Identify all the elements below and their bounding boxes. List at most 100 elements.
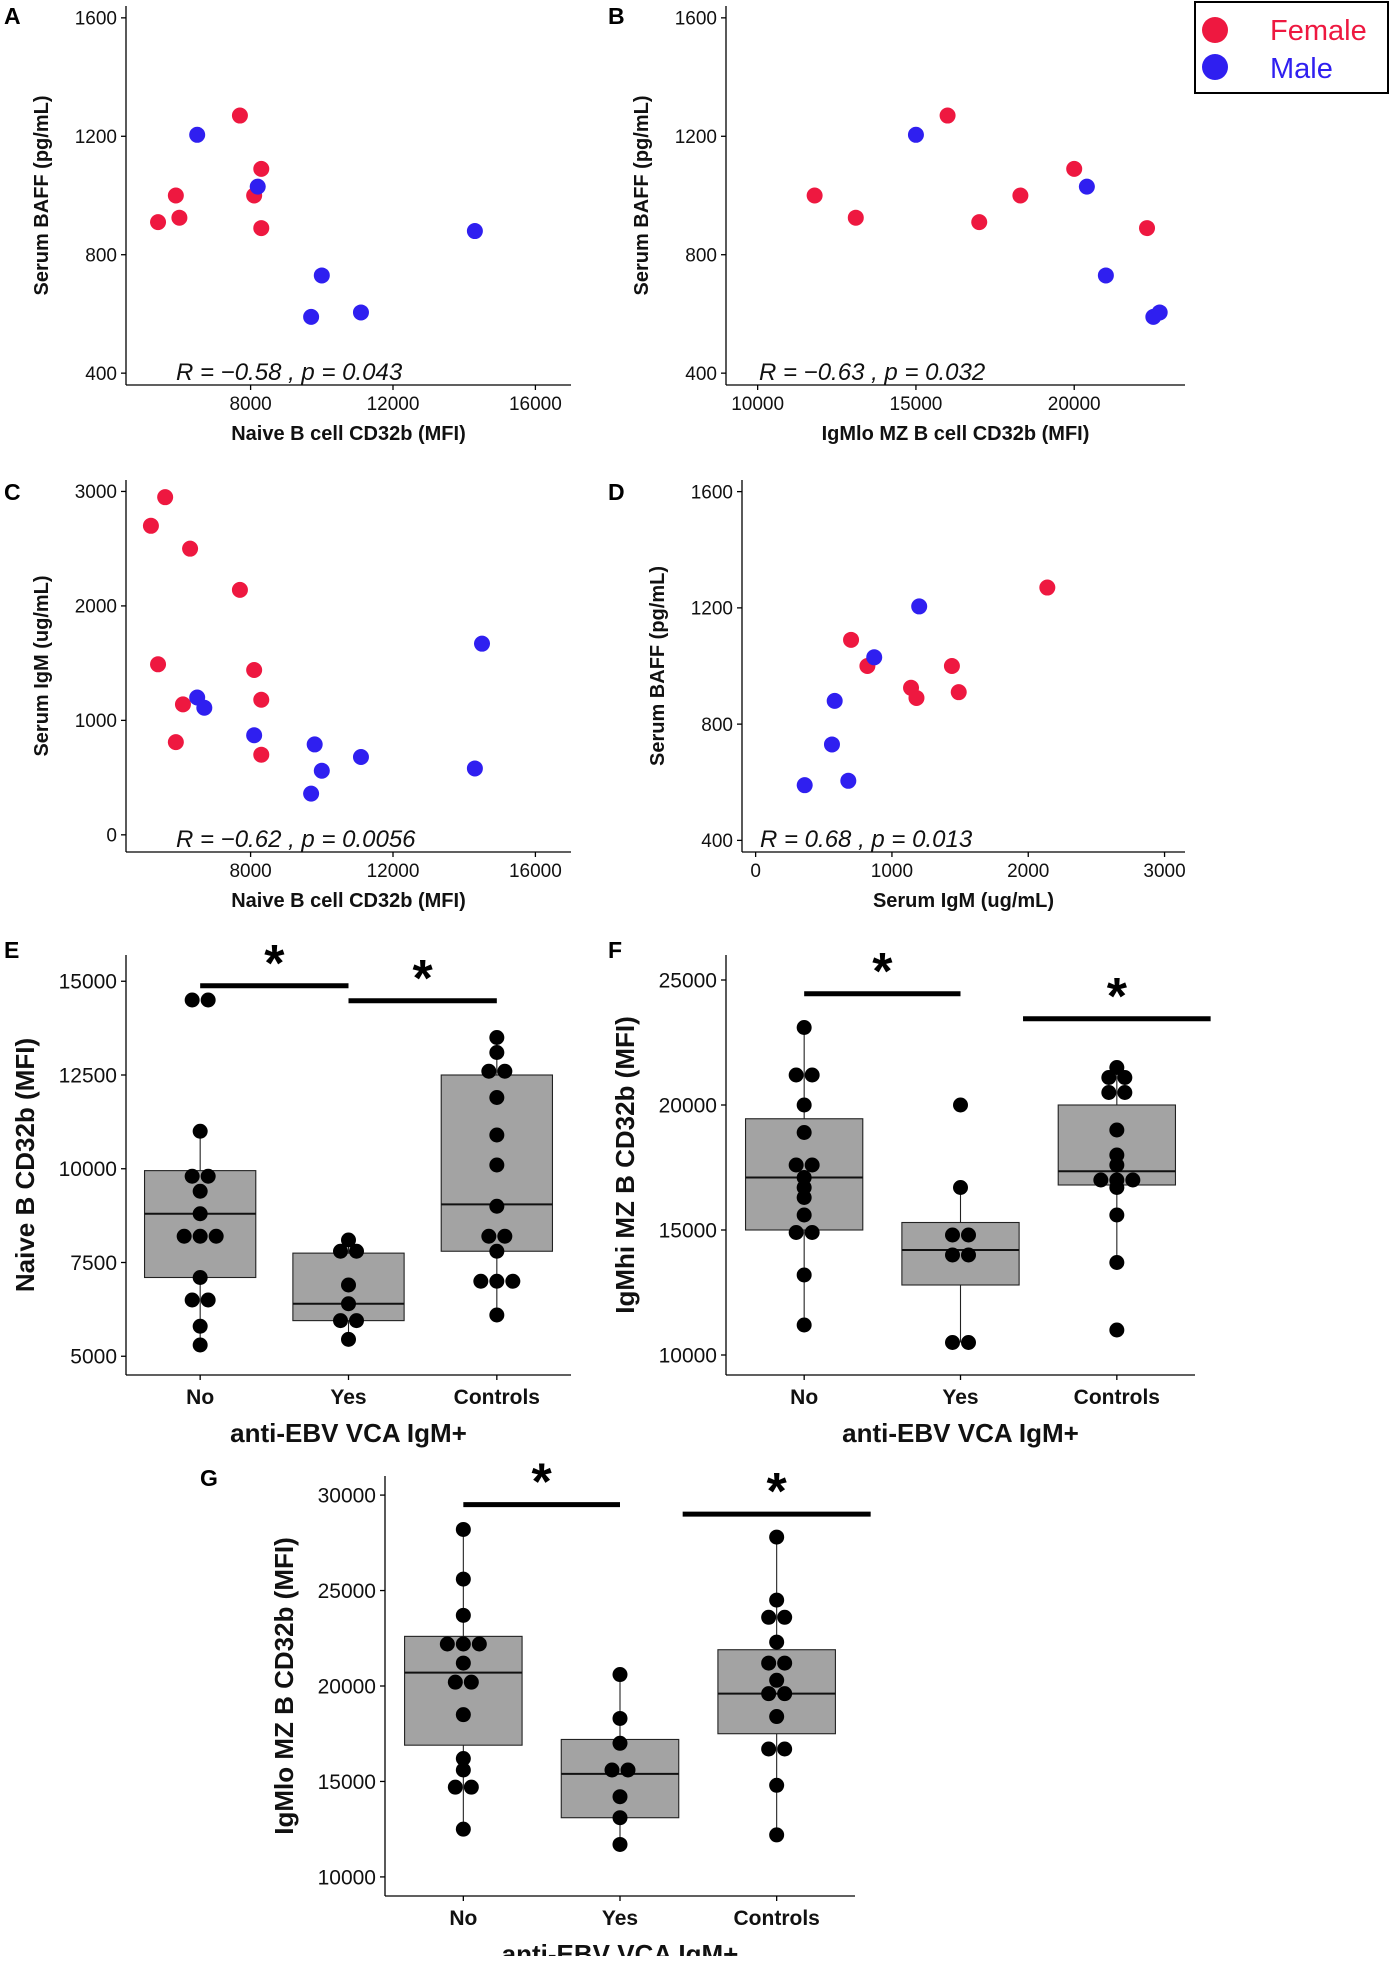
data-point [908,689,925,706]
x-tick-label: 12000 [367,394,420,415]
data-point [489,1198,505,1214]
x-axis-label: Naive B cell CD32b (MFI) [231,890,466,912]
y-tick-label: 2000 [75,597,117,618]
x-tick-label: Controls [1074,1386,1160,1409]
panel-letter-f: F [608,937,622,963]
data-point [142,517,159,534]
data-point [1117,1070,1133,1085]
x-axis-label: IgMlo MZ B cell CD32b (MFI) [822,423,1090,445]
x-axis-label: Naive B cell CD32b (MFI) [231,423,466,445]
y-axis-label: Serum BAFF (pg/mL) [31,96,53,296]
x-tick-label: Yes [602,1907,638,1930]
data-point [788,1067,804,1083]
data-point [796,1190,812,1205]
significance-star: * [1107,968,1128,1026]
correlation-stat: R = −0.62 , p = 0.0056 [176,826,416,853]
significance-star: * [767,1463,788,1521]
data-point [943,658,960,674]
data-point [192,1318,208,1334]
data-point [167,187,184,204]
data-point [866,649,883,666]
legend-label-female: Female [1270,15,1367,47]
x-tick-label: 1000 [871,861,913,882]
panel-g: 10000 15000 20000 25000 30000 IgMlo MZ B CD32… [269,1454,871,1961]
data-point [341,1232,356,1248]
data-point [455,1636,471,1652]
x-tick-label: 8000 [229,394,271,415]
data-point [253,746,270,763]
data-point [455,1607,471,1623]
data-point [455,1655,471,1671]
data-point [950,684,967,701]
data-point [466,223,483,240]
data-point [777,1686,793,1702]
data-point [620,1762,636,1778]
y-tick-label: 20000 [318,1675,376,1698]
correlation-stat: R = −0.63 , p = 0.032 [759,359,985,386]
panel-letter-a: A [4,3,21,29]
y-axis-label: Serum IgM (ug/mL) [31,575,53,756]
x-axis-label: anti-EBV VCA IgM+ [842,1418,1079,1448]
data-point [1066,160,1083,177]
y-tick-label: 20000 [659,1094,717,1117]
data-point [612,1836,628,1852]
data-point [1117,1085,1133,1100]
y-tick-label: 10000 [59,1158,117,1181]
data-point [489,1157,505,1173]
data-point [231,581,248,598]
data-point [769,1709,785,1725]
y-tick-label: 3000 [75,482,117,503]
panel-d: 400 800 1200 1600 Serum BAFF (pg/mL) Serum Ig… [647,480,1186,912]
x-axis-label: anti-EBV VCA IgM+ [230,1418,467,1448]
data-point [474,635,490,652]
stat-r: R = −0.62 , [176,826,301,853]
data-point [843,631,860,648]
data-point [306,736,323,753]
data-point [1078,178,1095,195]
data-point [1109,1180,1125,1195]
data-point [769,1672,785,1688]
data-point [796,777,813,794]
y-tick-label: 25000 [659,969,717,992]
stat-p: p = 0.013 [870,826,972,853]
y-axis-label: IgMhi MZ B CD32b (MFI) [610,1016,640,1314]
data-point [473,1273,489,1289]
data-point [847,209,864,226]
panel-c: 0 1000 2000 3000 Serum IgM (ug/mL) Naive B ce… [31,480,571,912]
y-tick-label: 1200 [691,599,733,620]
y-tick-label: 10000 [659,1344,717,1367]
data-point [1109,1255,1125,1270]
y-tick-label: 800 [701,715,733,736]
data-point [184,1292,200,1308]
stat-p: p = 0.032 [883,359,985,386]
data-point [253,160,270,177]
data-point [804,1067,820,1083]
data-point [1039,579,1056,596]
data-point [184,1168,200,1184]
data-point [200,992,216,1008]
data-point [1109,1157,1125,1173]
data-point [208,1228,224,1244]
data-point [333,1313,348,1329]
data-point [455,1571,471,1587]
data-point [769,1592,785,1608]
data-point [481,1228,497,1244]
panel-letter-e: E [4,937,19,963]
data-point [761,1609,777,1625]
x-tick-label: 8000 [229,861,271,882]
data-point [796,1097,812,1113]
data-point [961,1335,976,1350]
data-point [489,1273,505,1289]
data-point [489,1127,505,1143]
data-point [769,1777,785,1793]
correlation-stat: R = 0.68 , p = 0.013 [760,826,973,853]
data-point [1012,187,1029,204]
data-point [341,1296,356,1312]
data-point [804,1157,820,1173]
y-tick-label: 400 [701,831,733,852]
panel-letter-c: C [4,479,21,505]
data-point [349,1313,364,1329]
y-tick-label: 1200 [75,127,117,148]
data-point [945,1227,960,1243]
y-tick-label: 15000 [318,1771,376,1794]
